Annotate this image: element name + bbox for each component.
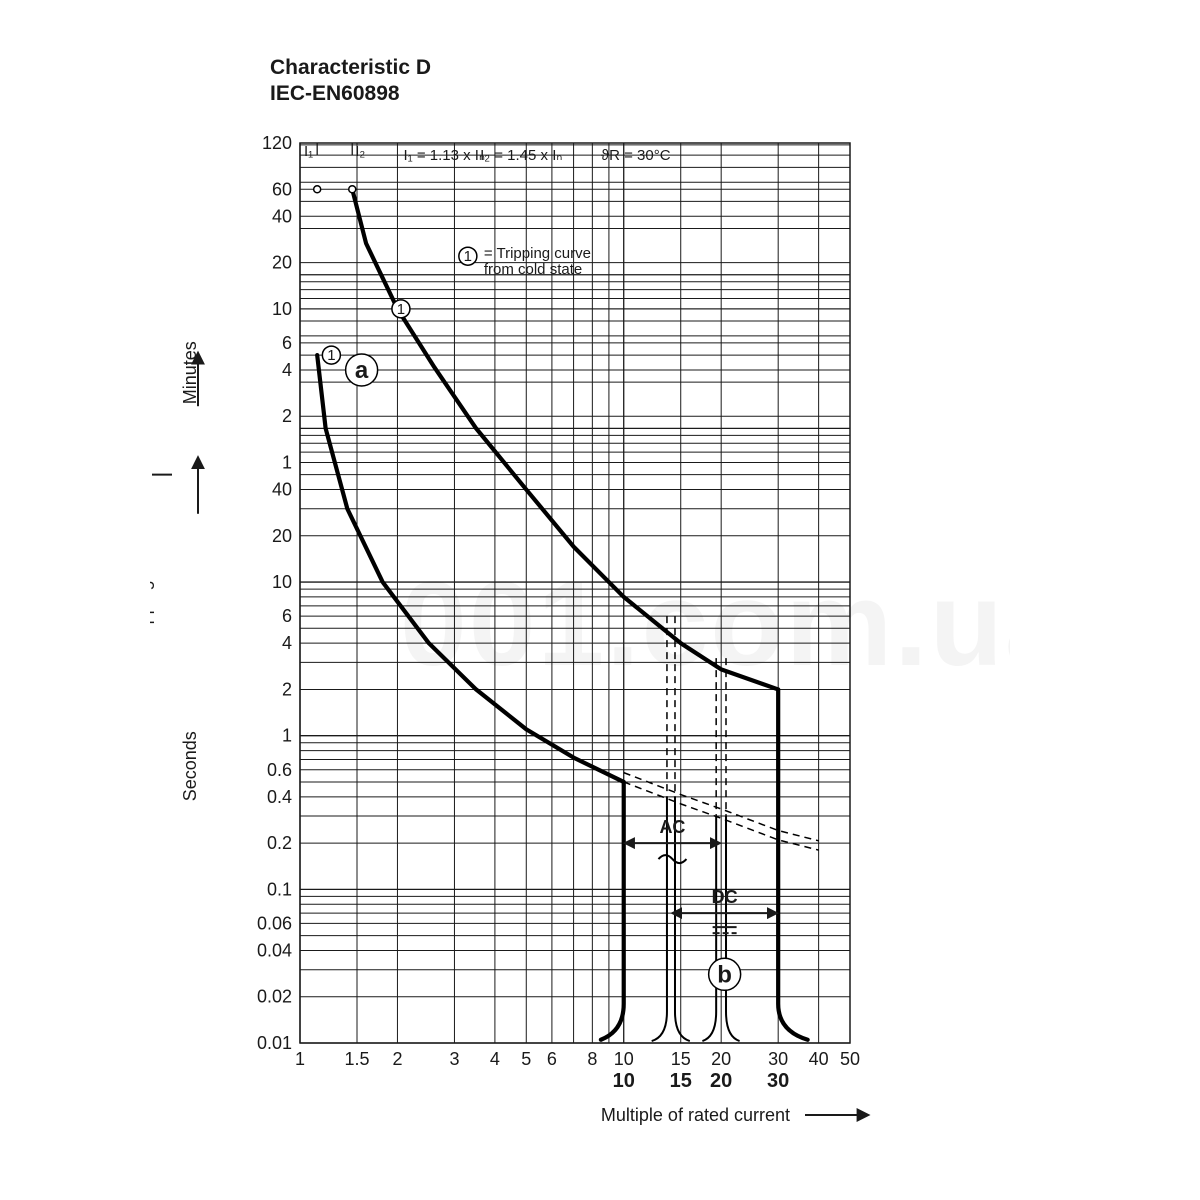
svg-text:50: 50 [840,1049,860,1069]
svg-text:6: 6 [547,1049,557,1069]
svg-text:6: 6 [282,333,292,353]
chart-container: I₁ I₂ I₁ = 1.13 x IₙI₂ = 1.45 x Iₙ ϑR = 30°… [150,125,1010,1125]
svg-text:2: 2 [392,1049,402,1069]
svg-text:0.4: 0.4 [267,787,292,807]
svg-text:DC: DC [712,887,738,907]
svg-text:10: 10 [272,299,292,319]
title-line-1: Characteristic D [270,55,431,81]
svg-text:8: 8 [587,1049,597,1069]
svg-text:0.6: 0.6 [267,760,292,780]
svg-text:1: 1 [327,347,335,364]
svg-text:3: 3 [449,1049,459,1069]
svg-text:Multiple of rated current: Multiple of rated current [601,1105,790,1125]
svg-text:0.1: 0.1 [267,879,292,899]
page: Characteristic D IEC-EN60898 I₁ I₂ I₁ = 1.… [0,0,1200,1200]
svg-text:I₁: I₁ [304,143,313,160]
svg-text:AC: AC [659,817,685,837]
svg-text:20: 20 [711,1049,731,1069]
svg-text:30: 30 [767,1070,789,1092]
svg-text:1: 1 [464,248,472,265]
svg-text:I₁ = 1.13 x Iₙ: I₁ = 1.13 x Iₙ [403,147,485,164]
svg-text:4: 4 [282,633,292,653]
watermark-text: 001.com.ua [400,557,1010,691]
svg-text:60: 60 [272,179,292,199]
svg-text:20: 20 [272,526,292,546]
svg-text:from cold state: from cold state [484,261,582,278]
svg-text:0.2: 0.2 [267,833,292,853]
svg-text:10: 10 [614,1049,634,1069]
svg-text:30: 30 [768,1049,788,1069]
svg-text:40: 40 [809,1049,829,1069]
svg-text:0.04: 0.04 [257,940,292,960]
svg-text:40: 40 [272,480,292,500]
svg-text:6: 6 [282,606,292,626]
svg-text:0.06: 0.06 [257,913,292,933]
tripping-curve-chart: I₁ I₂ I₁ = 1.13 x IₙI₂ = 1.45 x Iₙ ϑR = 30°… [150,125,1010,1125]
svg-text:10: 10 [613,1070,635,1092]
svg-text:4: 4 [490,1049,500,1069]
svg-text:1: 1 [295,1049,305,1069]
svg-text:Seconds: Seconds [180,731,200,801]
svg-text:10: 10 [272,572,292,592]
chart-title-block: Characteristic D IEC-EN60898 [270,55,431,108]
svg-text:a: a [355,357,369,384]
svg-text:20: 20 [710,1070,732,1092]
svg-text:5: 5 [521,1049,531,1069]
svg-text:4: 4 [282,360,292,380]
svg-text:I₂: I₂ [355,143,365,160]
svg-text:1: 1 [397,301,405,318]
svg-text:1.5: 1.5 [344,1049,369,1069]
svg-text:ϑR = 30°C: ϑR = 30°C [601,147,671,164]
svg-text:2: 2 [282,679,292,699]
svg-text:0.02: 0.02 [257,987,292,1007]
svg-text:0.01: 0.01 [257,1033,292,1053]
svg-text:15: 15 [670,1070,692,1092]
svg-text:20: 20 [272,253,292,273]
svg-text:2: 2 [282,406,292,426]
svg-text:120: 120 [262,133,292,153]
svg-text:1: 1 [282,726,292,746]
svg-text:b: b [717,961,732,988]
svg-text:I₂ = 1.45 x Iₙ: I₂ = 1.45 x Iₙ [480,147,562,164]
title-line-2: IEC-EN60898 [270,81,431,107]
svg-text:Tripping time: Tripping time [150,541,154,644]
svg-text:40: 40 [272,206,292,226]
svg-text:1: 1 [282,452,292,472]
svg-text:= Tripping curve: = Tripping curve [484,245,591,262]
svg-text:15: 15 [671,1049,691,1069]
